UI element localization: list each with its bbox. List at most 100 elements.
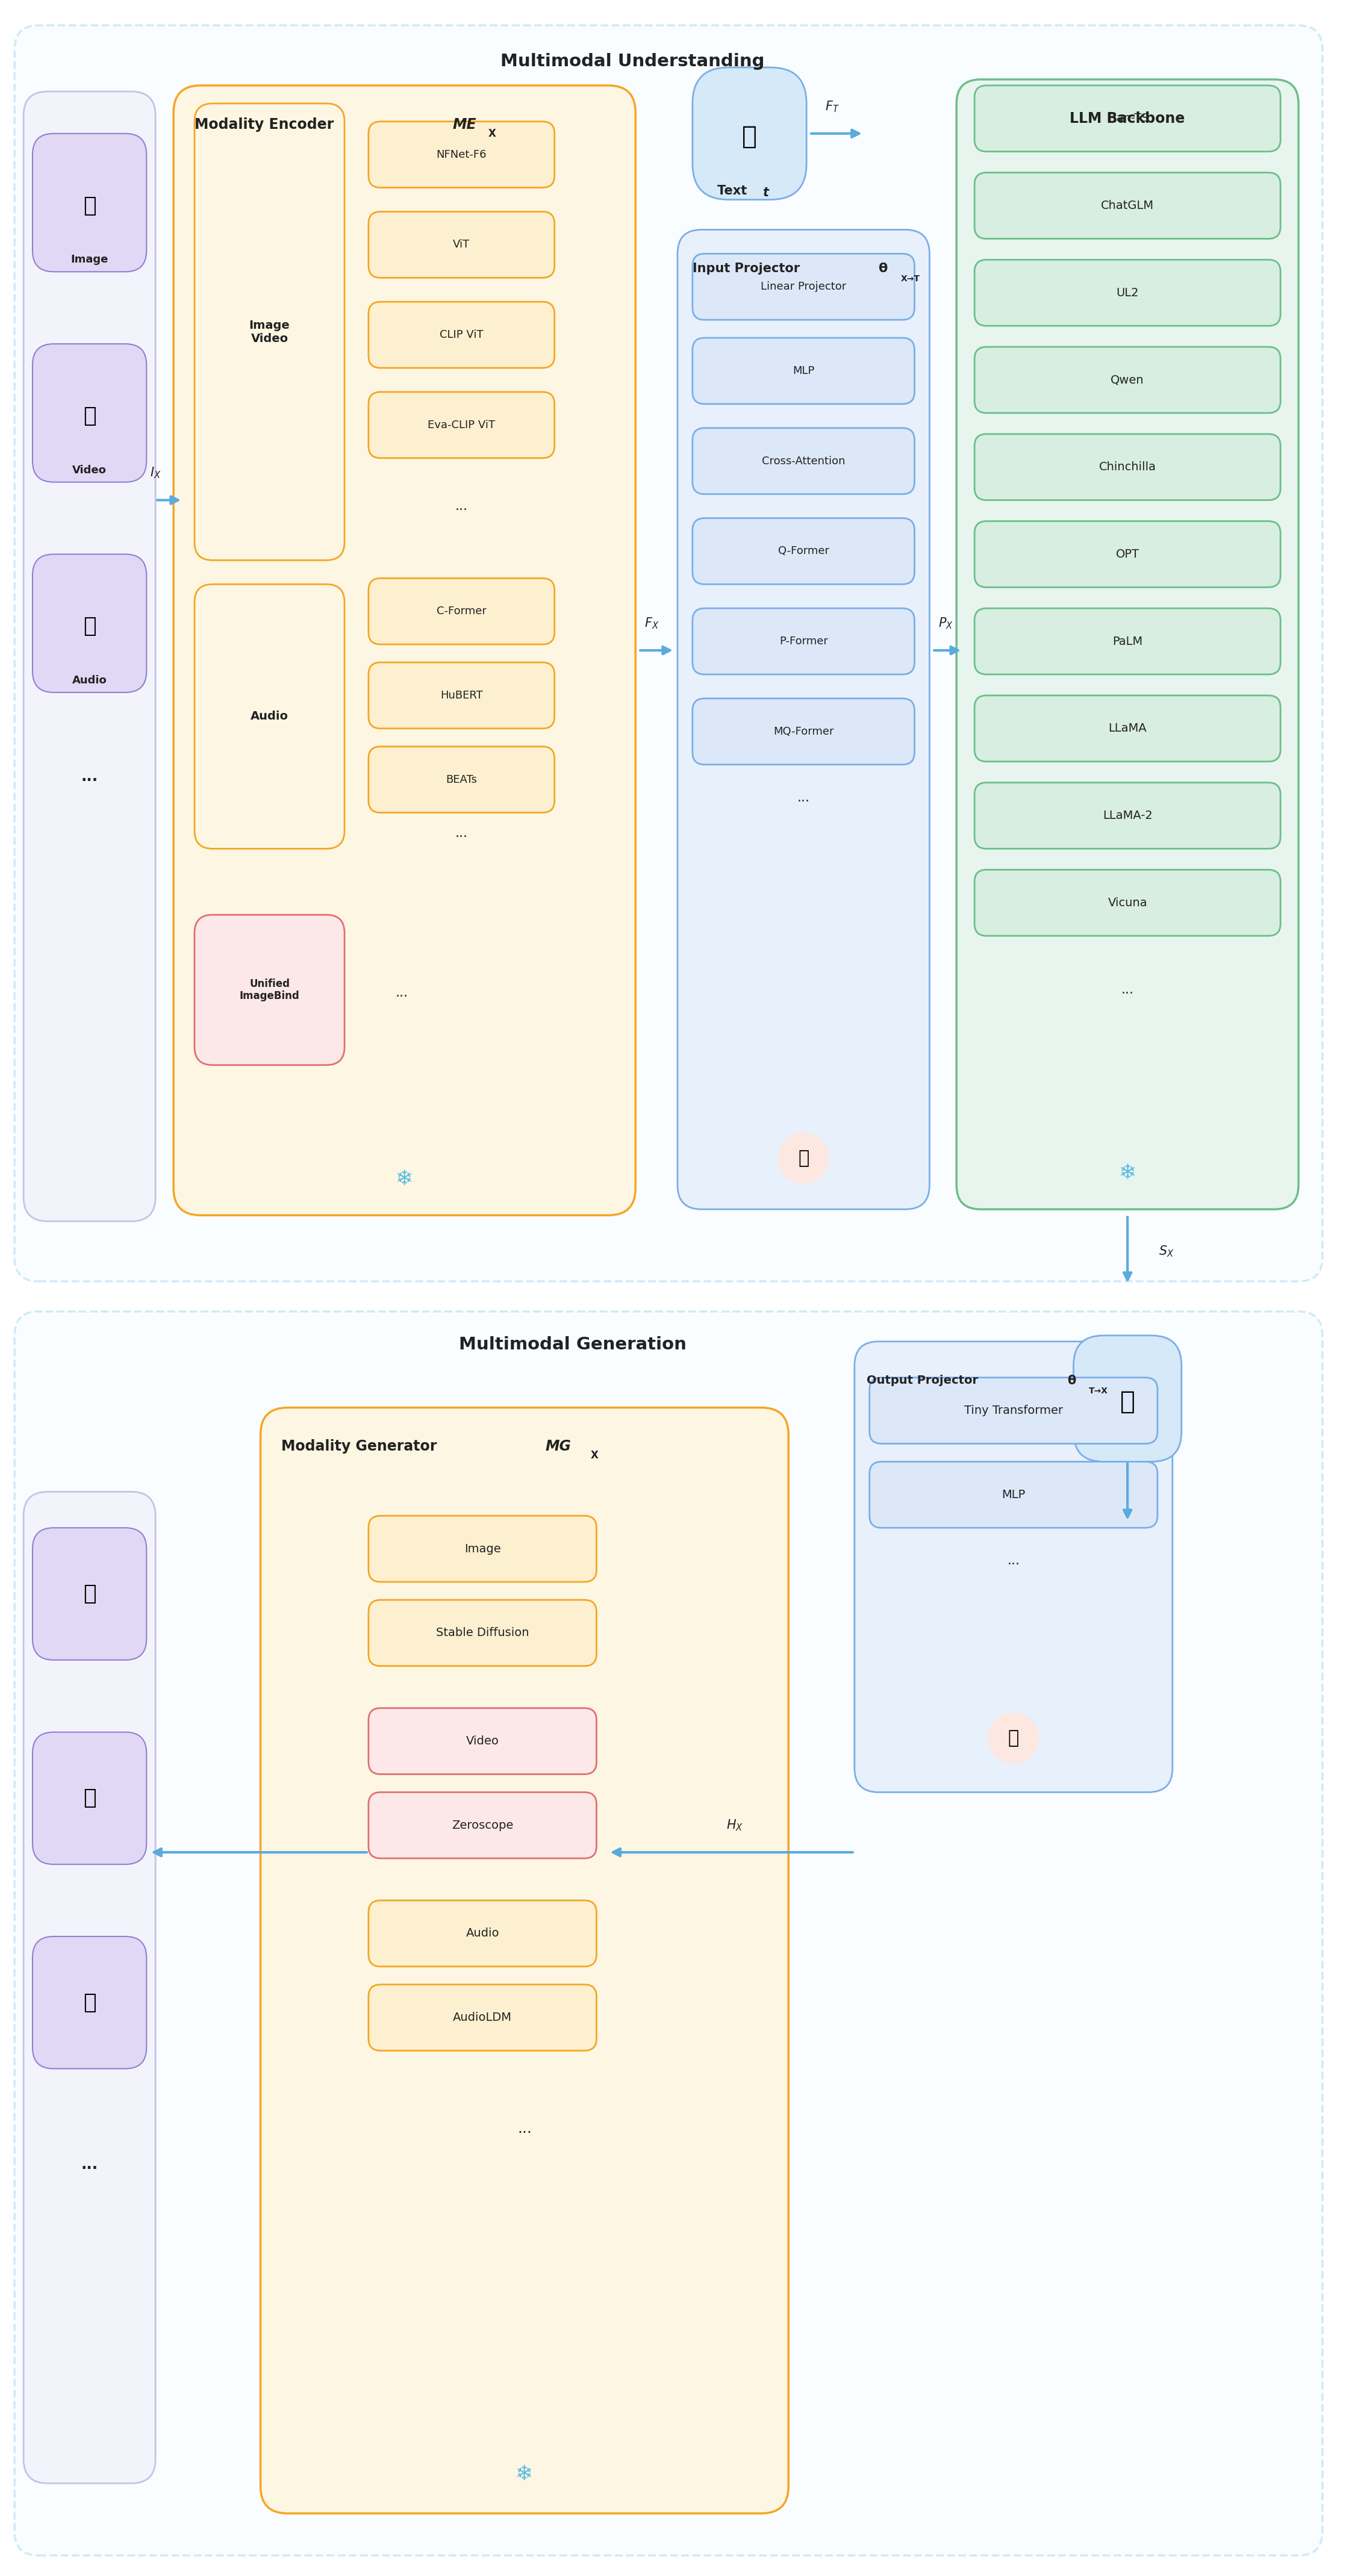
FancyBboxPatch shape [261,1406,789,2514]
Circle shape [988,1713,1039,1762]
Text: Qwen: Qwen [1110,374,1144,386]
Text: UL2: UL2 [1116,286,1139,299]
FancyBboxPatch shape [369,1600,596,1667]
Text: ❄: ❄ [396,1170,413,1190]
Text: 🔥: 🔥 [1008,1728,1019,1747]
Text: ME: ME [452,118,476,131]
Text: ViT: ViT [454,240,470,250]
Text: t: t [763,185,769,198]
FancyBboxPatch shape [369,392,555,459]
FancyBboxPatch shape [369,747,555,811]
Circle shape [778,1133,829,1182]
Text: $P_X$: $P_X$ [938,616,953,631]
FancyBboxPatch shape [32,1528,147,1659]
FancyBboxPatch shape [692,252,914,319]
Text: $I_X$: $I_X$ [149,466,162,479]
Text: BEATs: BEATs [446,775,478,786]
Text: ...: ... [517,2123,532,2136]
Text: LLaMA: LLaMA [1108,724,1147,734]
Text: 🔥: 🔥 [798,1149,809,1167]
FancyBboxPatch shape [195,585,345,848]
Text: ...: ... [396,987,408,999]
FancyBboxPatch shape [975,173,1280,240]
Text: Chinchilla: Chinchilla [1098,461,1156,474]
Text: θ: θ [879,263,888,276]
Text: LLM Backbone: LLM Backbone [1070,111,1184,126]
FancyBboxPatch shape [15,26,1323,1280]
FancyBboxPatch shape [975,348,1280,412]
Text: $S_X$: $S_X$ [1159,1244,1174,1260]
FancyBboxPatch shape [870,1461,1158,1528]
Text: 📹: 📹 [83,407,96,425]
Text: MLP: MLP [793,366,814,376]
FancyBboxPatch shape [855,1342,1172,1793]
Text: OPT: OPT [1116,549,1139,559]
FancyBboxPatch shape [32,554,147,693]
Text: MG: MG [545,1440,571,1453]
Text: MLP: MLP [1001,1489,1026,1499]
FancyBboxPatch shape [369,1515,596,1582]
FancyBboxPatch shape [32,343,147,482]
Text: ...: ... [455,500,468,513]
FancyBboxPatch shape [692,518,914,585]
Text: Stable Diffusion: Stable Diffusion [436,1628,529,1638]
Text: X: X [591,1450,598,1461]
Text: Linear Projector: Linear Projector [760,281,847,291]
Text: ...: ... [1121,984,1133,997]
Text: ❄: ❄ [1119,1162,1136,1182]
FancyBboxPatch shape [957,80,1299,1208]
Text: Multimodal Generation: Multimodal Generation [459,1337,686,1352]
FancyBboxPatch shape [32,1937,147,2069]
Text: ...: ... [797,791,810,804]
Text: PaLM: PaLM [1112,636,1143,647]
FancyBboxPatch shape [692,698,914,765]
FancyBboxPatch shape [369,121,555,188]
Text: HuBERT: HuBERT [440,690,483,701]
FancyBboxPatch shape [975,783,1280,848]
FancyBboxPatch shape [23,1492,156,2483]
FancyBboxPatch shape [369,1793,596,1857]
FancyBboxPatch shape [15,1311,1323,2555]
Text: Q-Former: Q-Former [778,546,829,556]
Text: P-Former: P-Former [779,636,828,647]
FancyBboxPatch shape [369,211,555,278]
Text: ...: ... [81,770,98,783]
Text: X→T: X→T [900,276,919,283]
Text: Eva-CLIP ViT: Eva-CLIP ViT [428,420,495,430]
Text: CLIP ViT: CLIP ViT [440,330,483,340]
Text: Output Projector: Output Projector [867,1376,983,1386]
FancyBboxPatch shape [692,428,914,495]
Text: Zeroscope: Zeroscope [452,1819,513,1832]
Text: ❄: ❄ [516,2465,533,2486]
FancyBboxPatch shape [32,1731,147,1865]
Text: $H_X$: $H_X$ [725,1819,743,1832]
Text: Video: Video [466,1736,499,1747]
Text: Cross-Attention: Cross-Attention [762,456,845,466]
Text: Image: Image [71,255,108,265]
Text: ...: ... [81,2159,98,2172]
FancyBboxPatch shape [870,1378,1158,1443]
Text: Modality Encoder: Modality Encoder [195,118,339,131]
Text: Image
Video: Image Video [249,319,289,345]
Text: Audio: Audio [466,1927,499,1940]
FancyBboxPatch shape [195,914,345,1064]
FancyBboxPatch shape [975,871,1280,935]
Text: MQ-Former: MQ-Former [773,726,833,737]
FancyBboxPatch shape [369,577,555,644]
FancyBboxPatch shape [692,67,806,198]
Text: Image: Image [464,1543,501,1553]
Text: Flan-TS: Flan-TS [1106,113,1148,124]
Text: ...: ... [455,827,468,840]
Text: ...: ... [1007,1556,1020,1566]
FancyBboxPatch shape [975,85,1280,152]
Text: Audio: Audio [250,711,288,721]
FancyBboxPatch shape [174,85,635,1216]
Text: 📄: 📄 [1120,1388,1135,1414]
Text: θ: θ [1067,1376,1077,1386]
FancyBboxPatch shape [369,1708,596,1775]
Text: 🎵: 🎵 [83,1991,96,2012]
Text: Text: Text [717,185,751,196]
FancyBboxPatch shape [23,93,156,1221]
Text: 📹: 📹 [83,1788,96,1808]
Text: 🎵: 🎵 [83,616,96,636]
